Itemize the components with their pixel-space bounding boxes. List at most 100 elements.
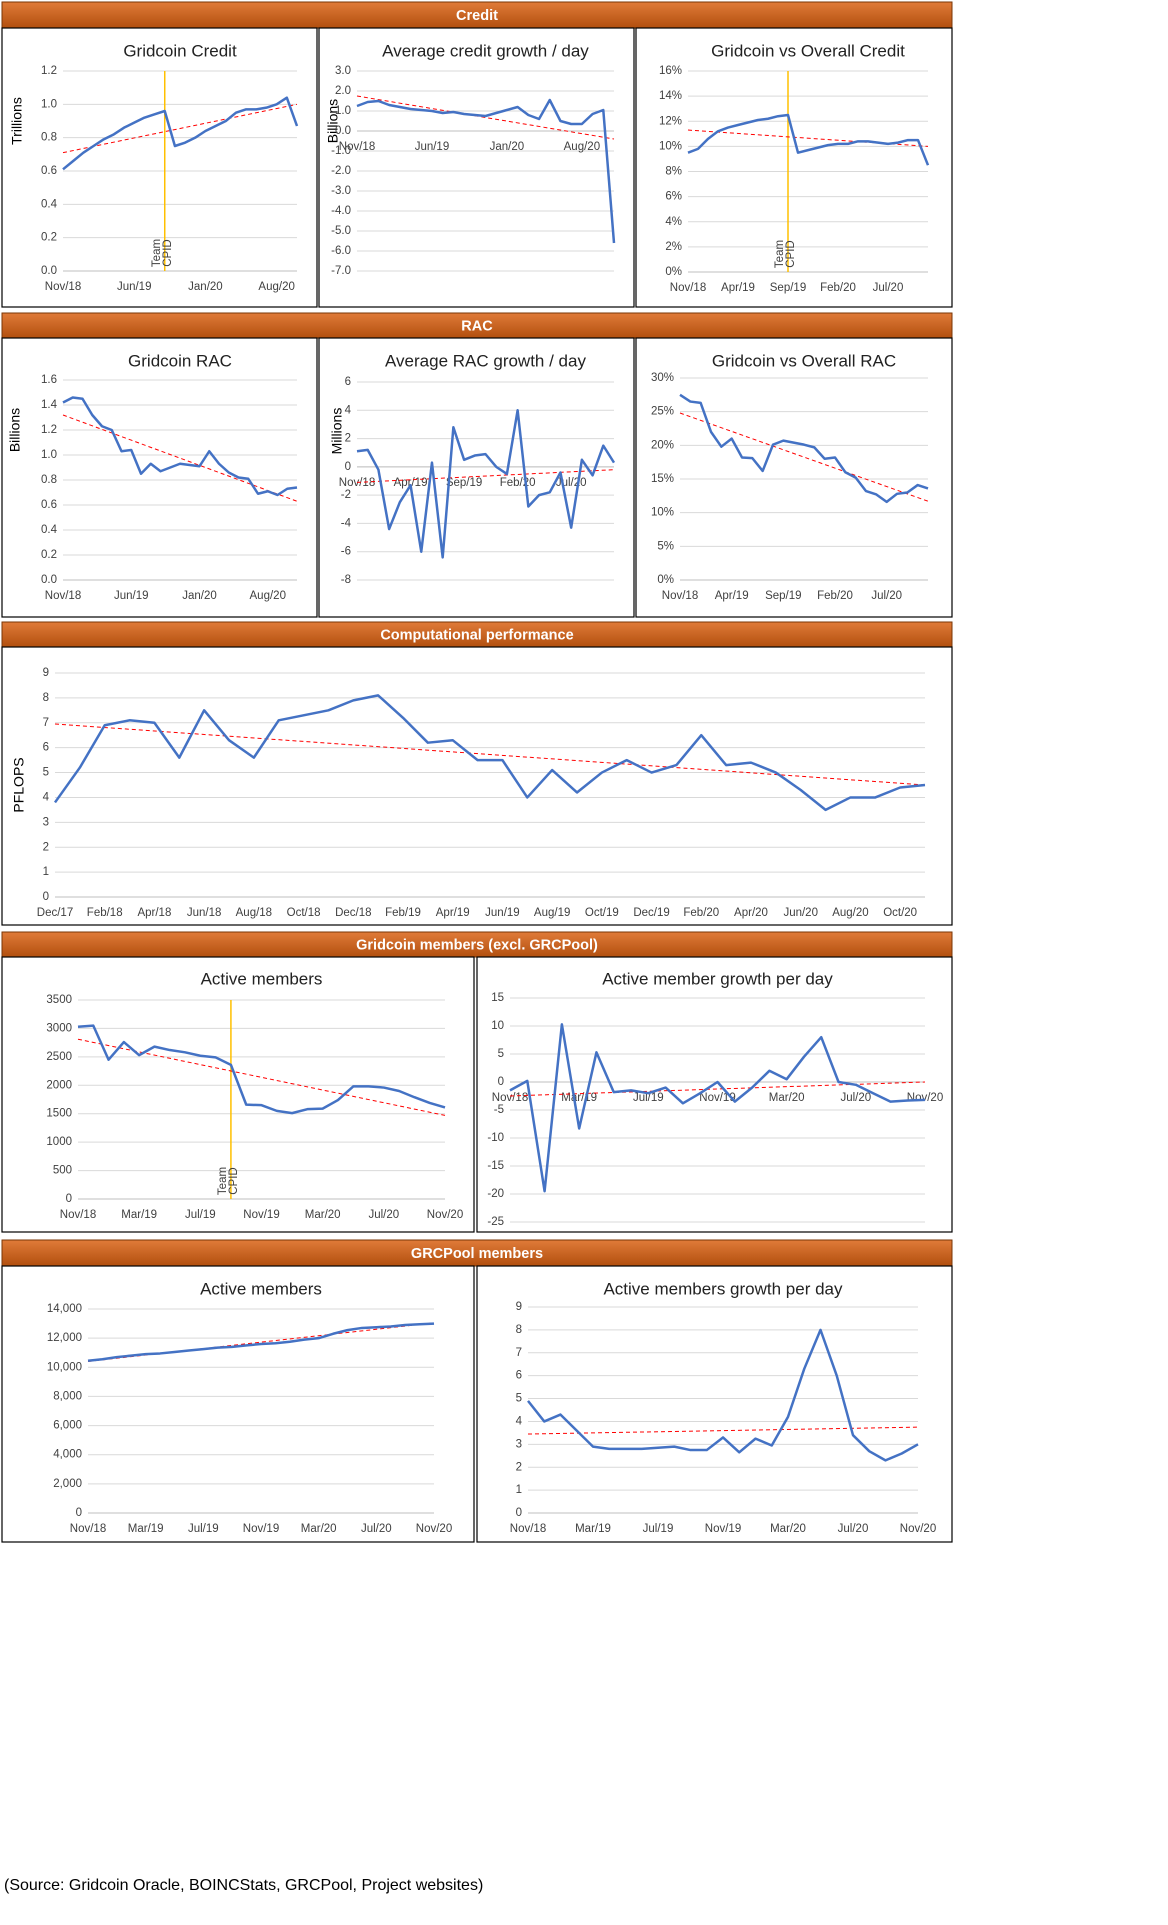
section-title: Gridcoin members (excl. GRCPool): [356, 937, 598, 953]
y-tick-label: 10,000: [47, 1361, 82, 1373]
y-tick-label: 4: [345, 404, 352, 416]
y-tick-label: 8,000: [53, 1390, 82, 1402]
data-line: [62, 396, 298, 497]
x-tick-label: Apr/19: [715, 590, 749, 602]
data-line: [679, 393, 929, 504]
trend-line: [54, 723, 926, 786]
trend-line: [679, 412, 929, 502]
y-tick-label: -25: [487, 1216, 504, 1228]
x-tick-label: Mar/19: [121, 1209, 157, 1221]
chart-title: Gridcoin vs Overall RAC: [712, 351, 896, 370]
y-tick-label: -4.0: [331, 205, 351, 217]
y-tick-label: 9: [43, 667, 49, 679]
section-header: [1, 931, 953, 958]
chart-panel: [1, 956, 475, 1233]
x-tick-label: Apr/19: [436, 907, 470, 919]
y-tick-label: -10: [487, 1132, 504, 1144]
y-tick-label: 0: [76, 1507, 82, 1519]
section-title: Computational performance: [380, 627, 573, 643]
y-tick-label: 10: [491, 1020, 504, 1032]
x-tick-label: Jun/19: [114, 590, 149, 602]
section-title: RAC: [461, 318, 493, 334]
annotation-text: Team: [151, 239, 163, 267]
y-axis-label: Billions: [7, 408, 23, 452]
x-tick-label: Mar/19: [575, 1523, 611, 1535]
chart-title: Average credit growth / day: [382, 41, 589, 60]
x-tick-label: Jul/19: [633, 1092, 664, 1104]
x-tick-label: Jul/20: [368, 1209, 399, 1221]
y-tick-label: 1.2: [41, 424, 57, 436]
y-tick-label: 1.0: [335, 105, 351, 117]
section-header: [1, 621, 953, 648]
y-tick-label: 0.2: [41, 232, 57, 244]
y-tick-label: 0: [66, 1193, 72, 1205]
y-tick-label: 0.0: [41, 265, 57, 277]
x-tick-label: Oct/18: [287, 907, 321, 919]
y-tick-label: 20%: [651, 439, 674, 451]
x-tick-label: Nov/19: [705, 1523, 741, 1535]
y-tick-label: -6: [341, 546, 351, 558]
x-tick-label: Sep/19: [770, 282, 806, 294]
x-tick-label: Nov/18: [662, 590, 698, 602]
chart-panel: [1, 1265, 475, 1543]
data-line: [53, 694, 926, 812]
x-tick-label: Dec/18: [335, 907, 371, 919]
chart-panel: [318, 337, 635, 618]
annotation-text: CPID: [785, 240, 797, 267]
x-tick-label: Oct/20: [883, 907, 917, 919]
data-line: [527, 1328, 919, 1462]
x-tick-label: Oct/19: [585, 907, 619, 919]
y-tick-label: 0.0: [335, 125, 351, 137]
y-tick-label: 1: [516, 1484, 522, 1496]
x-tick-label: Nov/18: [60, 1209, 96, 1221]
y-tick-label: -15: [487, 1160, 504, 1172]
y-tick-label: -5.0: [331, 225, 351, 237]
x-tick-label: Feb/20: [683, 907, 719, 919]
y-tick-label: 0.6: [41, 499, 57, 511]
y-tick-label: 0.8: [41, 474, 57, 486]
x-tick-label: Apr/20: [734, 907, 768, 919]
y-tick-label: 9: [516, 1301, 522, 1313]
y-tick-label: 0%: [657, 574, 674, 586]
y-axis-label: PFLOPS: [11, 757, 27, 812]
x-tick-label: Apr/19: [721, 282, 755, 294]
y-tick-label: 0: [43, 891, 49, 903]
y-tick-label: 2.0: [335, 85, 351, 97]
y-tick-label: 1.4: [41, 399, 58, 411]
chart-title: Active members growth per day: [603, 1279, 843, 1298]
y-tick-label: 6: [516, 1370, 522, 1382]
y-axis-label: Trillions: [9, 97, 25, 145]
x-tick-label: Jul/20: [361, 1523, 392, 1535]
trend-line: [527, 1426, 919, 1435]
y-tick-label: 6%: [665, 191, 682, 203]
y-tick-label: -1.0: [331, 145, 351, 157]
x-tick-label: Jun/19: [485, 907, 520, 919]
chart-panel: [318, 27, 635, 308]
x-tick-label: Nov/18: [510, 1523, 546, 1535]
x-tick-label: Nov/20: [427, 1209, 463, 1221]
annotation-text: CPID: [162, 239, 174, 266]
x-tick-label: Nov/18: [339, 141, 375, 153]
chart-panel: [476, 1265, 953, 1543]
data-line: [87, 1322, 435, 1362]
chart-title: Average RAC growth / day: [385, 351, 586, 370]
y-tick-label: 12,000: [47, 1332, 82, 1344]
x-tick-label: Aug/20: [250, 590, 286, 602]
x-tick-label: Jul/20: [873, 282, 904, 294]
x-tick-label: Nov/19: [243, 1523, 279, 1535]
y-tick-label: 8%: [665, 166, 682, 178]
x-tick-label: Mar/19: [128, 1523, 164, 1535]
chart-panel: [1, 337, 318, 618]
section-title: Credit: [456, 8, 498, 24]
x-tick-label: Nov/18: [670, 282, 706, 294]
y-tick-label: -20: [487, 1188, 504, 1200]
chart-panel: [476, 956, 953, 1233]
y-tick-label: 7: [43, 717, 49, 729]
x-tick-label: Feb/19: [385, 907, 421, 919]
y-tick-label: 0: [345, 461, 351, 473]
y-tick-label: 2000: [46, 1079, 72, 1091]
y-tick-label: 14,000: [47, 1303, 82, 1315]
y-tick-label: 8: [43, 692, 49, 704]
